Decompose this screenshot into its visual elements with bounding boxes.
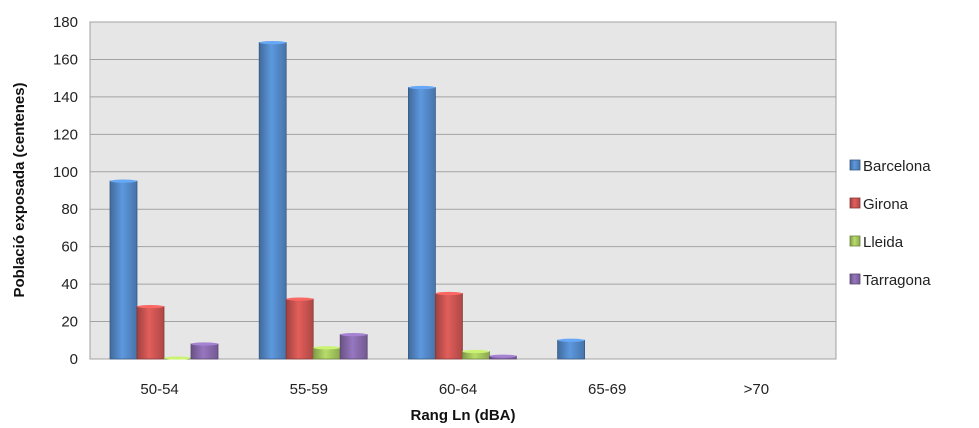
bar-cap-tarragona-1 (340, 333, 368, 337)
bar-cap-tarragona-0 (191, 342, 218, 346)
x-tick-label: 60-64 (439, 381, 477, 398)
y-tick-label: 180 (53, 14, 78, 31)
y-tick-label: 60 (61, 239, 78, 256)
x-axis-title: Rang Ln (dBA) (411, 407, 516, 424)
legend-label-tarragona: Tarragona (863, 272, 931, 289)
legend-swatch-tarragona (849, 273, 861, 285)
bar-cap-barcelona-1 (259, 40, 287, 45)
legend: Barcelona Girona Lleida Tarragona (849, 158, 931, 289)
bar-lleida-1 (312, 347, 341, 360)
x-tick-label: >70 (744, 381, 769, 398)
bar-cap-girona-2 (435, 291, 463, 296)
x-tick-label: 55-59 (290, 381, 328, 398)
legend-label-girona: Girona (863, 196, 909, 213)
y-tick-label: 20 (61, 314, 78, 331)
bars (109, 40, 585, 360)
bar-cap-lleida-1 (313, 346, 341, 350)
bar-cap-barcelona-2 (408, 85, 436, 90)
bar-girona-1 (285, 298, 314, 360)
bar-barcelona-3 (557, 339, 585, 360)
legend-swatch-barcelona (849, 159, 861, 171)
plot-area (89, 21, 837, 360)
x-tick-label: 65-69 (588, 381, 626, 398)
legend-swatch-lleida (849, 235, 861, 247)
legend-label-lleida: Lleida (863, 234, 904, 251)
x-tick-labels: 50-54 55-59 60-64 65-69 >70 (140, 381, 769, 398)
bar-barcelona-0 (109, 180, 138, 360)
bar-tarragona-0 (190, 343, 219, 360)
bar-girona-2 (434, 293, 463, 360)
y-tick-label: 80 (61, 201, 78, 218)
gridlines (90, 21, 836, 360)
y-tick-label: 0 (70, 351, 78, 368)
y-tick-label: 160 (53, 51, 78, 68)
y-tick-label: 100 (53, 164, 78, 181)
y-tick-labels: 0 20 40 60 80 100 120 140 160 180 (53, 14, 78, 368)
bar-barcelona-2 (407, 87, 436, 360)
bar-cap-girona-1 (286, 297, 314, 301)
bar-cap-lleida-0 (164, 356, 191, 360)
bar-cap-barcelona-3 (557, 338, 585, 342)
legend-swatch-girona (849, 197, 861, 209)
x-tick-label: 50-54 (140, 381, 178, 398)
bar-cap-barcelona-0 (110, 179, 137, 183)
y-tick-label: 140 (53, 89, 78, 106)
legend-label-barcelona: Barcelona (863, 158, 931, 175)
bar-barcelona-1 (258, 42, 287, 360)
bar-tarragona-1 (339, 334, 368, 360)
bar-cap-lleida-2 (462, 349, 490, 354)
bar-girona-0 (136, 306, 165, 360)
y-tick-label: 120 (53, 126, 78, 143)
bar-cap-girona-0 (137, 304, 164, 309)
y-axis-title: Població exposada (centenes) (11, 82, 28, 297)
y-tick-label: 40 (61, 276, 78, 293)
bar-cap-tarragona-2 (489, 354, 517, 358)
